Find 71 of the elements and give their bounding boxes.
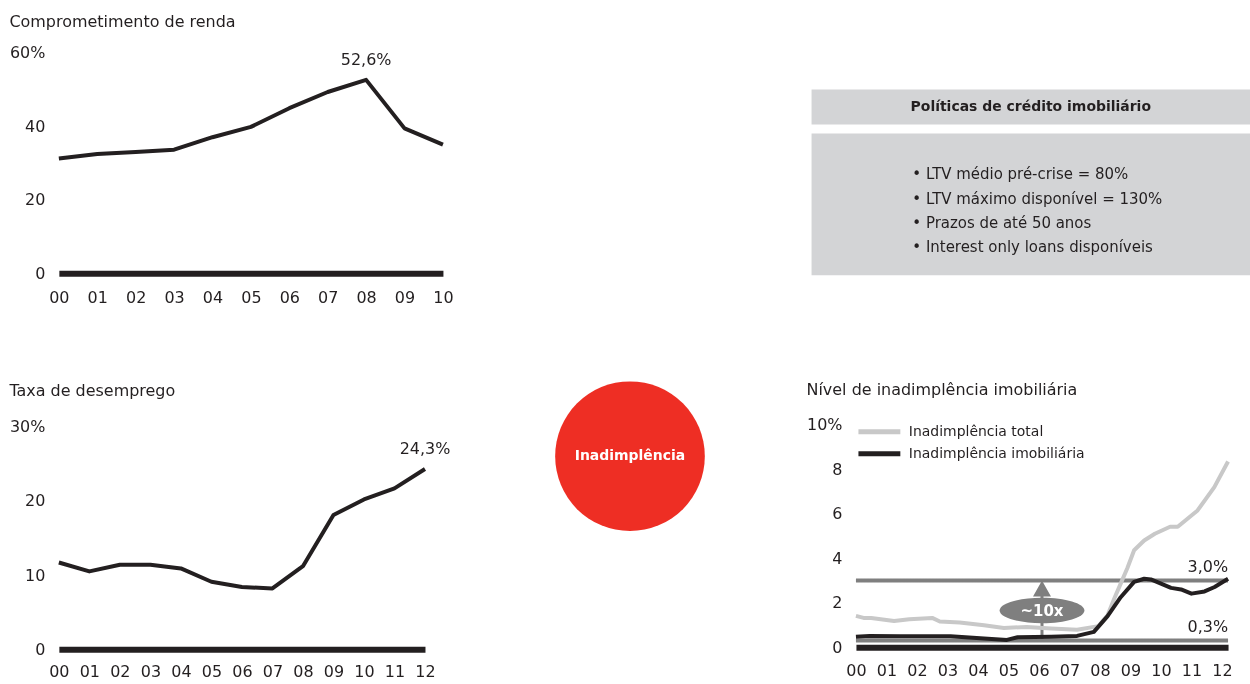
y-tick-label: 20	[25, 190, 46, 210]
y-tick-label: 6	[832, 504, 843, 524]
x-tick-label: 08	[1090, 660, 1111, 680]
x-tick-label: 06	[1029, 660, 1050, 680]
y-tick-label: 0	[832, 637, 843, 657]
line-series	[56, 467, 427, 591]
x-tick-label: 08	[293, 661, 314, 681]
text: • Prazos de até 50 anos	[912, 213, 1092, 232]
y-tick-label: 10	[25, 565, 46, 585]
line-series	[853, 459, 1231, 632]
x-tick-label: 04	[968, 660, 989, 680]
x-tick-label: 03	[140, 661, 162, 681]
y-tick-label: 40	[25, 116, 46, 136]
x-tick-label: 10	[354, 661, 375, 681]
ref-line-label: 3,0%	[1187, 556, 1229, 576]
x-tick-label: 08	[356, 287, 377, 307]
y-tick-label: 4	[832, 548, 843, 568]
text: • LTV médio pré-crise = 80%	[912, 165, 1129, 184]
x-tick-label: 11	[384, 661, 406, 681]
y-tick-label: 8	[832, 459, 843, 479]
ref-line-label: 0,3%	[1187, 616, 1229, 636]
x-tick-label: 11	[1181, 660, 1203, 680]
x-tick-label: 09	[323, 661, 345, 681]
x-tick-label: 02	[907, 660, 928, 680]
x-tick-label: 04	[171, 661, 192, 681]
legend-label: Inadimplência total	[908, 422, 1044, 439]
data-label: 52,6%	[340, 49, 392, 69]
x-tick-label: 10	[433, 287, 454, 307]
x-tick-label: 03	[164, 287, 185, 307]
y-tick-label: 20	[25, 491, 46, 511]
x-tick-label: 05	[201, 661, 223, 681]
x-tick-label: 12	[415, 661, 436, 681]
text: Inadimplência	[574, 447, 686, 464]
x-tick-label: 01	[87, 287, 108, 307]
y-tick-label: 10%	[807, 415, 843, 435]
text: • Interest only loans disponíveis	[912, 237, 1154, 256]
data-label: 24,3%	[399, 439, 451, 459]
x-tick-label: 02	[110, 661, 131, 681]
x-tick-label: 01	[79, 661, 101, 681]
x-tick-label: 07	[1059, 660, 1081, 680]
line-series	[853, 576, 1231, 642]
x-tick-label: 05	[998, 660, 1020, 680]
x-tick-label: 02	[126, 287, 147, 307]
y-tick-label: 60%	[9, 43, 46, 63]
x-tick-label: 12	[1212, 660, 1233, 680]
x-tick-label: 00	[846, 660, 867, 680]
legend-label: Inadimplência imobiliária	[908, 444, 1085, 461]
text: Políticas de crédito imobiliário	[910, 98, 1151, 115]
y-tick-label: 0	[35, 263, 46, 283]
y-tick-label: 0	[35, 639, 46, 659]
x-tick-label: 01	[876, 660, 898, 680]
y-tick-label: 30%	[9, 417, 46, 437]
x-tick-label: 00	[49, 287, 70, 307]
x-tick-label: 00	[49, 661, 70, 681]
x-tick-label: 06	[232, 661, 253, 681]
x-tick-label: 07	[318, 287, 339, 307]
x-tick-label: 05	[241, 287, 262, 307]
x-tick-label: 04	[202, 287, 224, 307]
chart-title: Taxa de desemprego	[8, 380, 176, 400]
text: • LTV máximo disponível = 130%	[912, 189, 1163, 208]
x-tick-label: 09	[394, 287, 416, 307]
x-tick-label: 10	[1151, 660, 1172, 680]
x-tick-label: 06	[279, 287, 300, 307]
chart-title: Nível de inadimplência imobiliária	[806, 379, 1078, 399]
annotation: ~10x	[1020, 601, 1064, 620]
chart-title: Comprometimento de renda	[9, 11, 236, 31]
x-tick-label: 07	[262, 661, 284, 681]
line-series	[56, 77, 445, 161]
x-tick-label: 09	[1120, 660, 1142, 680]
x-tick-label: 03	[937, 660, 959, 680]
y-tick-label: 2	[832, 593, 843, 613]
